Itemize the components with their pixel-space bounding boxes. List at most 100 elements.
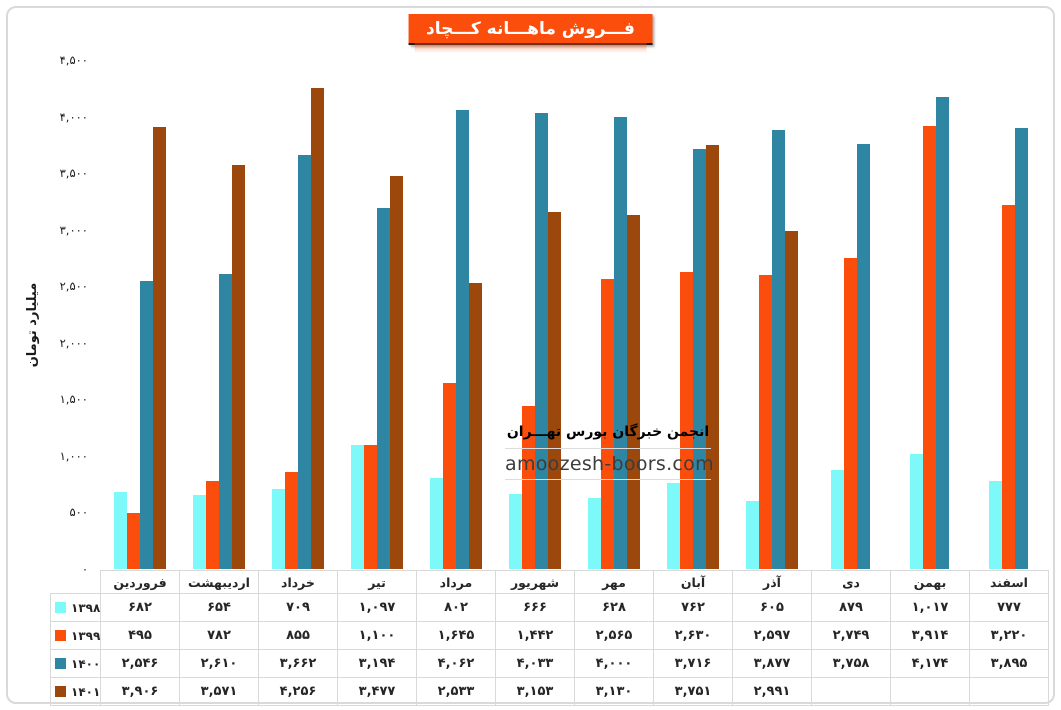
bar-1400 (613, 116, 627, 569)
bar-group-11 (890, 60, 969, 569)
month-header-cell: دی (811, 570, 891, 594)
y-axis-tick-label: ۰ (81, 562, 88, 576)
value-cell: ۲,۵۳۳ (416, 677, 496, 706)
value-cell (969, 677, 1049, 706)
plot-area (100, 60, 1048, 569)
bar-1401 (468, 282, 482, 569)
value-cell: ۳,۲۲۰ (969, 621, 1049, 650)
value-cell: ۸۷۹ (811, 593, 891, 622)
value-cell: ۴۹۵ (100, 621, 180, 650)
bar-1398 (587, 497, 601, 569)
bar-1399 (923, 126, 936, 569)
legend-swatch-1400 (55, 658, 66, 669)
bar-group-7 (574, 60, 653, 569)
watermark-divider-top (505, 448, 711, 449)
value-cell: ۱,۰۹۷ (337, 593, 417, 622)
y-axis-tick-label: ۵۰۰ (69, 505, 88, 520)
table-row-1401: ۱۴۰۱ ۳,۹۰۶ ۳,۵۷۱ ۴,۲۵۶ ۳,۴۷۷ ۲,۵۳۳ ۳,۱۵۳ ۳,۱۳۰ ۳… (50, 677, 1049, 706)
bar-1398 (113, 491, 127, 569)
bar-1400 (455, 109, 469, 569)
bar-1400 (1015, 128, 1028, 569)
bar-1398 (429, 478, 443, 569)
legend-cell-1398: ۱۳۹۸ (50, 593, 101, 622)
value-cell: ۳,۹۱۴ (890, 621, 970, 650)
month-header-cell: بهمن (890, 570, 970, 594)
value-cell: ۳,۸۹۵ (969, 649, 1049, 678)
bar-1398 (910, 453, 923, 569)
value-cell: ۲,۹۹۱ (732, 677, 812, 706)
bar-1401 (310, 87, 324, 569)
value-cell: ۷۷۷ (969, 593, 1049, 622)
bar-group-2 (179, 60, 258, 569)
legend-cell-1399: ۱۳۹۹ (50, 621, 101, 650)
watermark: انجمن خبرگان بورس تهـــران amoozesh-boor… (505, 424, 714, 480)
bar-1400 (376, 207, 390, 569)
legend-swatch-1399 (55, 630, 66, 641)
month-header-cell: تیر (337, 570, 417, 594)
month-header-cell: مهر (574, 570, 654, 594)
watermark-url: amoozesh-boors.com (505, 453, 714, 475)
month-header-cell: مرداد (416, 570, 496, 594)
value-cell: ۱,۴۴۲ (495, 621, 575, 650)
bar-1400 (771, 130, 785, 569)
bar-1401 (389, 175, 403, 569)
bar-1399 (521, 405, 535, 569)
value-cell: ۳,۷۱۶ (653, 649, 733, 678)
value-cell: ۳,۱۳۰ (574, 677, 654, 706)
y-axis: ۰ ۵۰۰ ۱,۰۰۰ ۱,۵۰۰ ۲,۰۰۰ ۲,۵۰۰ ۳,۰۰۰ ۳,۵۰۰ ۴,۰۰۰ ۴… (38, 53, 88, 576)
bar-1400 (218, 273, 232, 569)
legend-swatch-1401 (55, 686, 66, 697)
data-table: فروردین اردیبهشت خرداد تیر مرداد شهریور مهر آبا… (50, 570, 1049, 706)
value-cell: ۶۰۵ (732, 593, 812, 622)
bar-1398 (271, 488, 285, 569)
value-cell: ۸۵۵ (258, 621, 338, 650)
table-row-1400: ۱۴۰۰ ۲,۵۴۶ ۲,۶۱۰ ۳,۶۶۲ ۳,۱۹۴ ۴,۰۶۲ ۴,۰۳۳ ۴,۰۰۰ ۳… (50, 649, 1049, 678)
watermark-divider-bottom (505, 479, 711, 480)
bar-1398 (192, 495, 206, 569)
month-header-cell: آذر (732, 570, 812, 594)
bar-1401 (152, 127, 166, 569)
value-cell: ۶۸۲ (100, 593, 180, 622)
value-cell (890, 677, 970, 706)
value-cell: ۱,۱۰۰ (337, 621, 417, 650)
bar-group-10 (811, 60, 890, 569)
value-cell: ۳,۹۰۶ (100, 677, 180, 706)
value-cell: ۸۰۲ (416, 593, 496, 622)
value-cell: ۱,۶۴۵ (416, 621, 496, 650)
bar-1399 (679, 271, 693, 569)
bar-1399 (758, 275, 772, 569)
table-row-1399: ۱۳۹۹ ۴۹۵ ۷۸۲ ۸۵۵ ۱,۱۰۰ ۱,۶۴۵ ۱,۴۴۲ ۲,۵۶۵ ۲,۶۳۰ ۲,… (50, 621, 1049, 650)
value-cell: ۳,۱۹۴ (337, 649, 417, 678)
bar-group-5 (416, 60, 495, 569)
value-cell: ۴,۰۶۲ (416, 649, 496, 678)
chart-title: فـــروش ماهـــانه کـــچاد (408, 14, 653, 53)
value-cell: ۶۵۴ (179, 593, 259, 622)
bar-1400 (534, 112, 548, 569)
value-cell (811, 677, 891, 706)
legend-year-label: ۱۴۰۰ (71, 656, 101, 671)
bar-group-6 (495, 60, 574, 569)
value-cell: ۴,۱۷۴ (890, 649, 970, 678)
legend-swatch-1398 (55, 602, 66, 613)
month-header-cell: فروردین (100, 570, 180, 594)
value-cell: ۳,۸۷۷ (732, 649, 812, 678)
legend-year-label: ۱۴۰۱ (71, 684, 101, 699)
month-header-cell: اسفند (969, 570, 1049, 594)
bar-1398 (745, 500, 759, 569)
y-axis-tick-label: ۳,۰۰۰ (59, 222, 88, 237)
table-corner-cell (51, 571, 101, 594)
y-axis-tick-label: ۳,۵۰۰ (59, 166, 88, 181)
bar-1398 (666, 482, 680, 569)
y-axis-tick-label: ۴,۰۰۰ (59, 109, 88, 124)
value-cell: ۲,۵۹۷ (732, 621, 812, 650)
bar-1399 (844, 258, 857, 569)
bar-1399 (205, 480, 219, 569)
value-cell: ۷۸۲ (179, 621, 259, 650)
value-cell: ۳,۵۷۱ (179, 677, 259, 706)
bar-1400 (139, 281, 153, 569)
bar-group-12 (969, 60, 1048, 569)
bar-1400 (936, 96, 949, 569)
bar-1399 (442, 382, 456, 569)
y-axis-tick-label: ۲,۵۰۰ (59, 279, 88, 294)
